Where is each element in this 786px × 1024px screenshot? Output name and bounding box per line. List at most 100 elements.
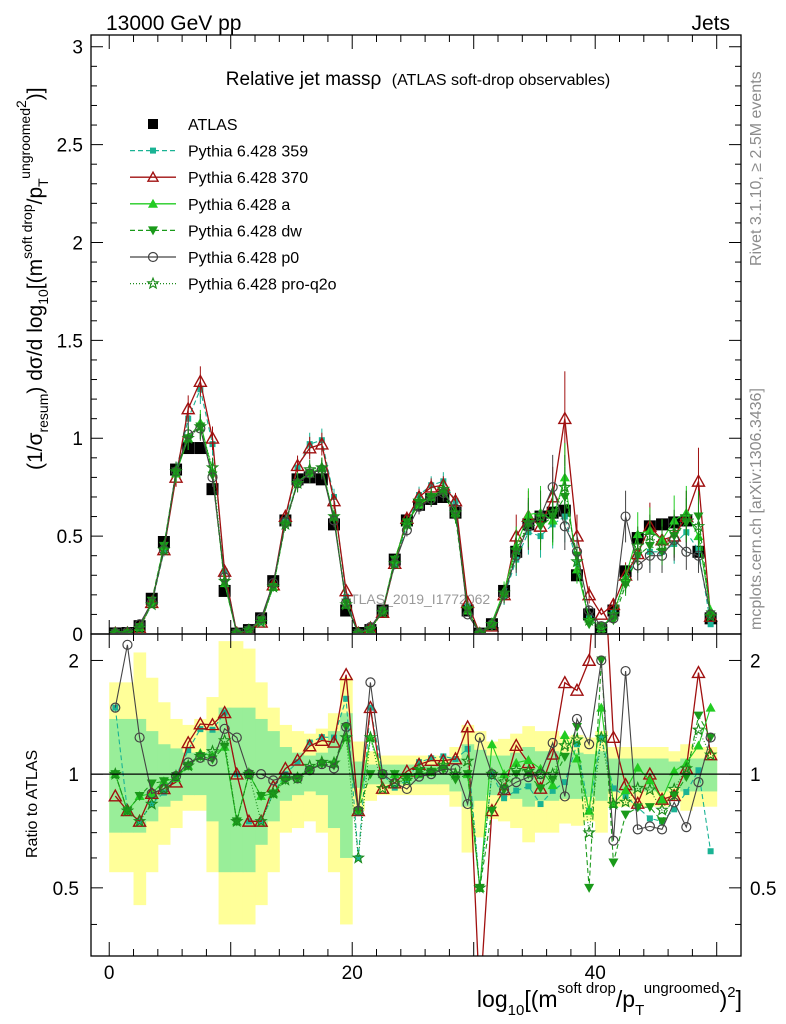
ratio-point [315,754,329,768]
ratio-point [280,771,291,783]
data-point [108,626,123,633]
ratio-point [207,756,218,767]
side-label-bottom: mcplots.cern.ch [arXiv:1306.3436] [748,388,765,630]
data-point [582,613,596,626]
data-point [497,585,511,599]
header-left: 13000 GeV pp [106,12,241,35]
ratio-point [241,813,257,827]
series-6-main [108,414,718,633]
data-point [608,613,619,624]
legend-item: Pythia 6.428 dw [130,223,302,240]
data-point [278,517,293,531]
ratio-point [144,797,159,810]
data-point [606,607,621,621]
data-point [630,538,645,552]
green-band-bin [473,749,487,801]
ratio-point [353,805,364,816]
legend-marker [148,119,158,129]
data-point [596,621,607,632]
data-point [256,616,267,626]
ratio-y-tick-label-left: 1 [68,765,79,786]
ratio-point [513,787,520,794]
legend-marker [148,198,158,208]
ratio-point [594,730,608,744]
ratio-point [523,755,534,765]
legend-label: ATLAS [188,117,238,134]
ratio-point [582,825,596,839]
data-point [594,606,609,620]
ratio-point [185,747,192,754]
data-point [290,476,305,489]
ratio-point [705,732,716,743]
ratio-point [632,762,643,772]
ratio-point [217,733,232,747]
ratio-point [559,791,570,802]
data-point [570,554,584,568]
data-point [509,542,524,556]
green-band-bin [121,718,135,833]
ratio-point [256,792,267,802]
ratio-point [669,766,680,776]
ratio-point [401,773,412,783]
ratio-point [693,777,704,788]
ratio-point [693,711,704,721]
green-band-bin [631,758,645,792]
data-point [703,609,718,623]
data-point [205,460,220,474]
ratio-point [691,722,706,736]
ratio-point [474,732,485,743]
ratio-point [205,744,220,758]
data-point [120,626,135,633]
ratio-point [278,772,293,786]
ratio-point [630,780,645,794]
ratio-point [501,795,508,802]
ratio-point [557,675,573,689]
ratio-point [375,781,390,795]
ratio-point [365,677,376,688]
ratio-point [598,734,605,741]
ratio-point [608,858,619,868]
legend-label: Pythia 6.428 pro-q2o [188,277,337,294]
green-band-bin [704,758,718,792]
y-tick-label: 1.5 [57,331,83,352]
ratio-point [219,723,230,734]
ratio-point [473,880,487,894]
ratio-point [351,850,366,864]
ratio-point [448,751,463,765]
data-point [558,480,572,493]
ratio-point [108,767,122,780]
ratio-point [328,763,340,774]
data-point [643,528,657,542]
data-point [193,419,208,433]
ratio-point [610,785,617,792]
legend-marker [146,276,160,290]
y-tick-label: 0.5 [57,527,83,548]
axis-ticks: 00.511.522.530.5 0.51 12 20 20 40 [53,35,776,984]
ratio-point [230,814,244,828]
ratio-point [290,752,305,766]
ratio-point [525,783,532,790]
data-point [193,374,208,387]
data-point [620,511,631,522]
ratio-point [193,749,208,762]
y-tick-label: 2 [72,233,83,254]
ratio-point [703,747,718,761]
series-line [115,425,712,633]
watermark: ATLAS_2019_I1772062 [342,591,491,607]
x-tick-label: 40 [585,963,606,984]
ratio-point [400,772,414,786]
legend-item: ATLAS [148,117,238,134]
ratio-point [669,791,680,801]
y-tick-label: 0 [72,625,83,646]
ratio-point [657,794,668,804]
legend-item: Pythia 6.428 370 [130,170,308,187]
ratio-point [355,854,362,861]
green-band-bin [133,718,147,833]
legend-marker [147,251,159,263]
ratio-point [681,773,692,783]
ratio-point [134,732,145,743]
data-point [266,579,281,593]
ratio-point [509,738,524,752]
ratio-point [132,814,147,828]
